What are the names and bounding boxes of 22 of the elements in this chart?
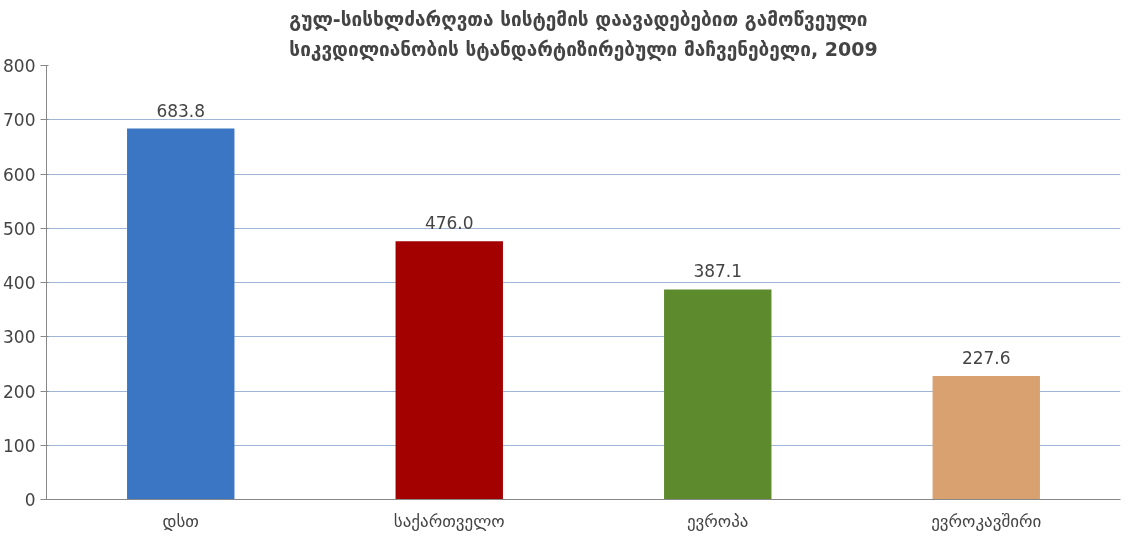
y-tick-label: 600 [3,164,36,185]
bar [395,241,503,500]
bar [664,289,772,500]
y-tick-label: 0 [24,490,36,510]
data-label: 227.6 [961,348,1011,369]
bar [127,128,235,500]
y-tick-label: 300 [3,327,36,348]
x-tick-label: ევროპა [687,510,749,531]
data-label: 683.8 [156,100,206,121]
x-tick-label: საქართველო [393,510,505,531]
y-tick-label: 800 [3,56,36,76]
y-tick-label: 500 [3,218,36,239]
bar [932,376,1040,500]
chart-title: გულ-სისხლძარღვთა სისტემის დაავადებებით გამოწვეული სიკვდილიანობის სტანდარტიზირებული მაჩვენებელი, 2009 [289,7,878,62]
x-tick-label: დსთ [162,510,199,531]
y-tick-label: 200 [3,381,36,402]
x-tick-label: ევროკავშირი [931,510,1042,531]
y-tick-label: 700 [3,110,36,131]
data-label: 476.0 [424,213,474,234]
y-tick-label: 400 [3,273,36,293]
data-label: 387.1 [693,261,743,282]
y-tick-label: 100 [3,435,36,456]
